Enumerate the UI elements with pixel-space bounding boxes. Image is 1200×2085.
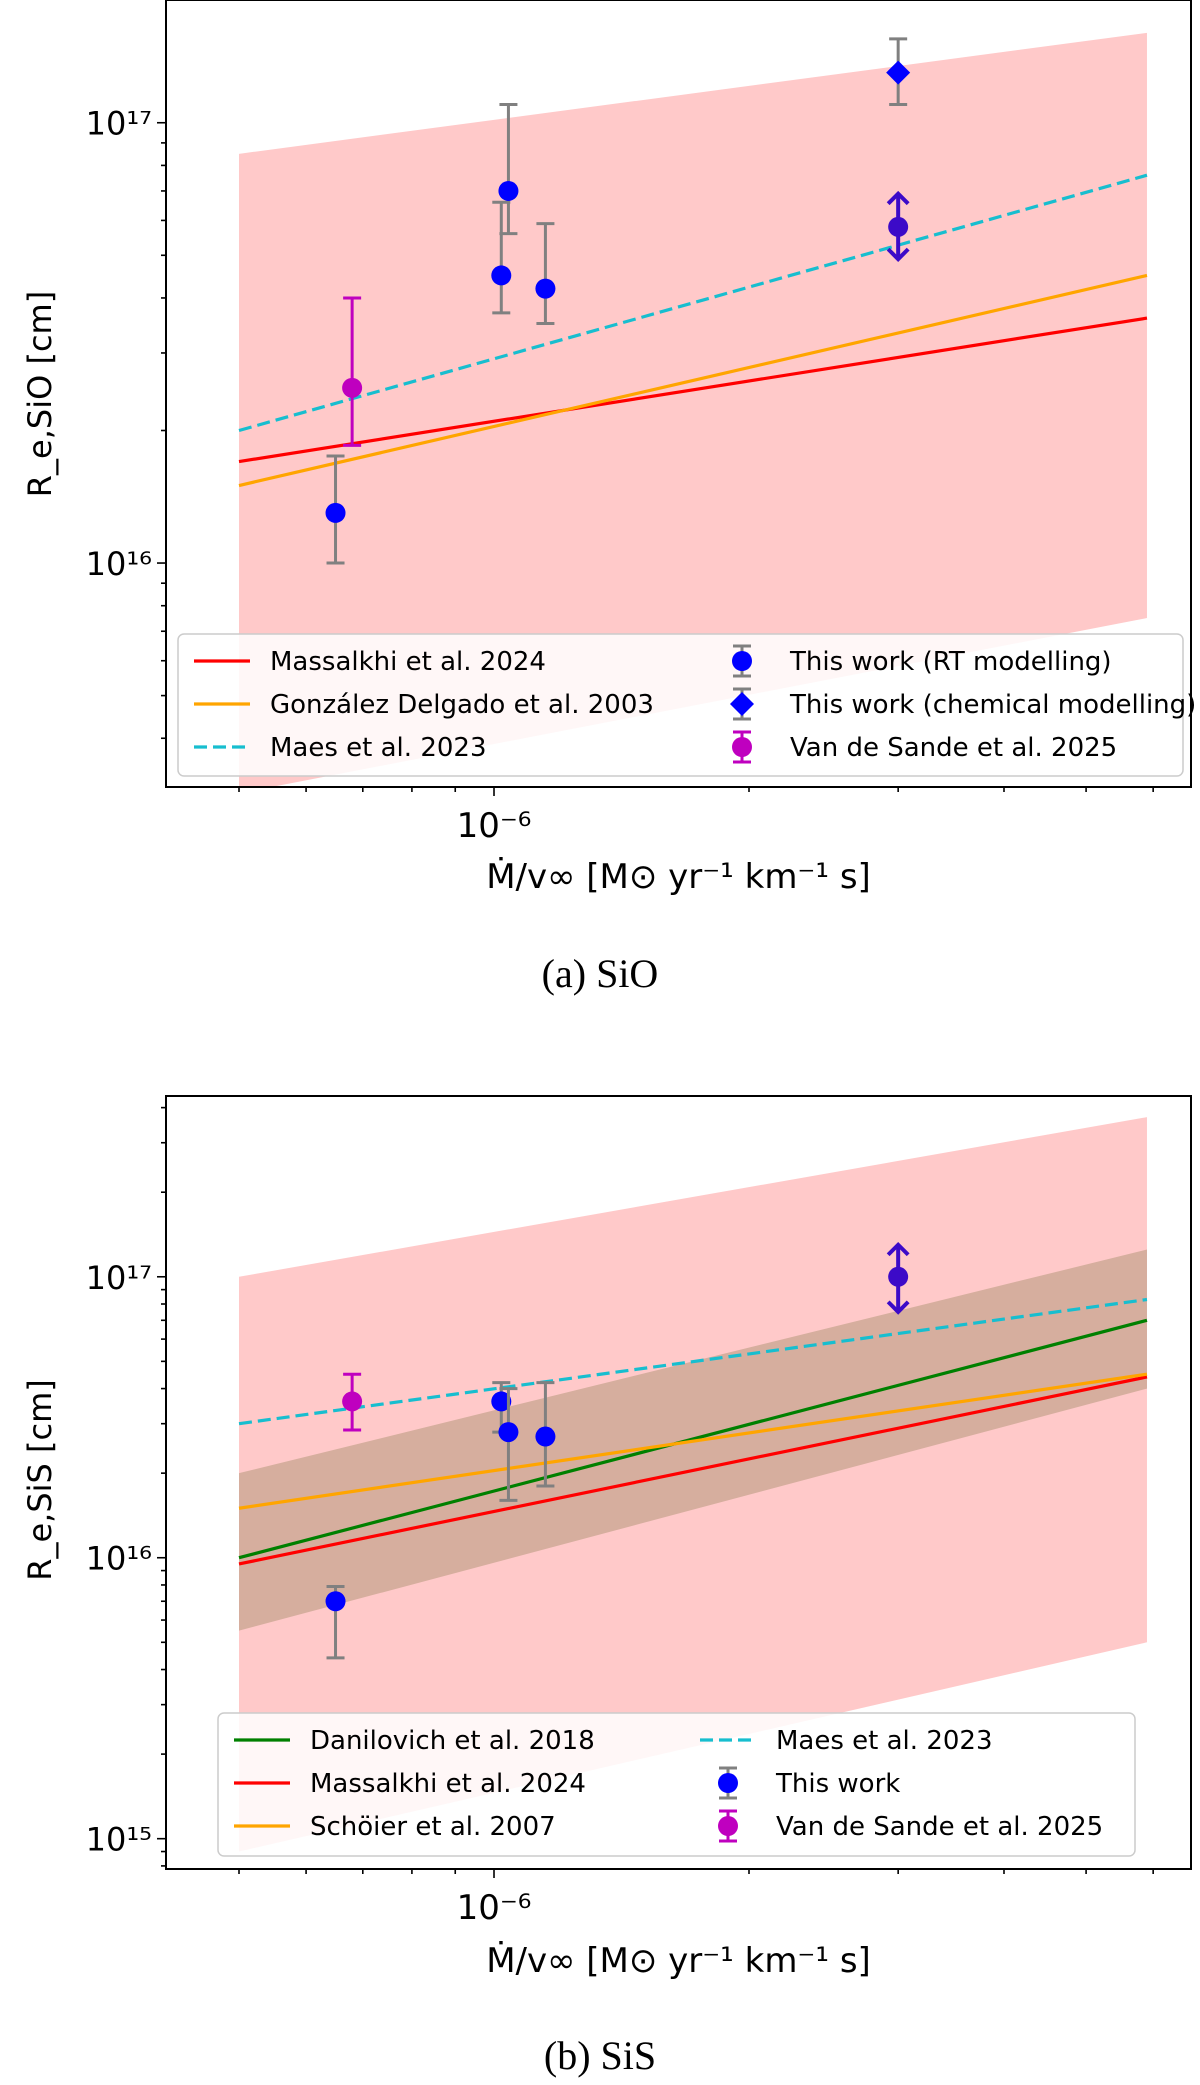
data-point-this-work-rt-modelling-1 (325, 502, 346, 523)
series-line-maes-et-al-2023 (238, 173, 1148, 433)
data-point-this-work-3 (498, 1422, 519, 1443)
plot-series (238, 1241, 1148, 1660)
series-line-gonz-lez-delgado-et-al-2003 (238, 273, 1148, 488)
error-bar-van-de-sande-et-al-2025-1 (343, 296, 362, 447)
y-axis-label: R_e,SiO [cm] (21, 291, 59, 497)
axes-frame (165, 0, 1192, 788)
series-line-maes-et-al-2023 (238, 1297, 1148, 1426)
y-tick-label: 10¹⁷ (86, 1259, 152, 1297)
svg-text:Schöier et al. 2007: Schöier et al. 2007 (310, 1812, 556, 1842)
legend-item-this-work: This work (718, 1766, 900, 1800)
axes-frame (165, 1095, 1192, 1870)
legend-item-this-work-chemical-modelling: This work (chemical modelling) (730, 687, 1196, 721)
data-point-this-work-rt-modelling-4 (535, 278, 556, 299)
data-point-this-work-rt-modelling-3 (498, 180, 519, 201)
y-tick-label: 10¹⁷ (86, 105, 152, 143)
legend-item-van-de-sande-et-al-2025: Van de Sande et al. 2025 (718, 1809, 1103, 1843)
y-tick-label: 10¹⁶ (86, 1540, 152, 1578)
error-bar-this-work-rt-modelling-4 (536, 222, 555, 325)
plot-series (238, 37, 1148, 565)
legend-box (217, 1712, 1136, 1857)
data-point-this-work-1 (325, 1591, 346, 1612)
legend: Danilovich et al. 2018 Massalkhi et al. 2… (217, 1712, 1136, 1857)
legend-item-van-de-sande-et-al-2025: Van de Sande et al. 2025 (732, 730, 1117, 764)
uncertainty-bands (239, 32, 1147, 787)
svg-text:Danilovich et al. 2018: Danilovich et al. 2018 (310, 1726, 595, 1756)
svg-text:This work: This work (775, 1769, 900, 1799)
series-line-sch-ier-et-al-2007 (238, 1372, 1148, 1510)
legend-item-this-work-rt-modelling: This work (RT modelling) (732, 644, 1112, 678)
x-axis-label: Ṁ/v∞ [M⊙ yr⁻¹ km⁻¹ s] (486, 857, 871, 897)
y-tick-label: 10¹⁵ (86, 1821, 152, 1859)
svg-text:Maes et al. 2023: Maes et al. 2023 (776, 1726, 992, 1756)
axis-ticks: 10⁻⁶ 10¹⁵ 10¹⁶ 10¹⁷ (86, 1106, 1154, 1928)
svg-text:Massalkhi et al. 2024: Massalkhi et al. 2024 (270, 647, 546, 677)
svg-text:Van de Sande et al. 2025: Van de Sande et al. 2025 (776, 1812, 1103, 1842)
figure-caption-sis: (b) SiS (543, 2033, 657, 2078)
legend-item-maes-et-al-2023: Maes et al. 2023 (700, 1726, 992, 1756)
data-point-van-de-sande-et-al-2025-1 (342, 377, 363, 398)
chart-panel-sis: 10⁻⁶ 10¹⁵ 10¹⁶ 10¹⁷ Ṁ/v∞ [M⊙ yr⁻¹ km⁻¹ s] R… (21, 1095, 1192, 1981)
data-point-van-de-sande-et-al-2025-1 (342, 1391, 363, 1412)
error-bar-this-work-3 (499, 1387, 518, 1502)
limit-arrow-1 (886, 1241, 910, 1315)
svg-text:Van de Sande et al. 2025: Van de Sande et al. 2025 (790, 733, 1117, 763)
y-axis-label: R_e,SiS [cm] (21, 1379, 59, 1581)
svg-text:González Delgado et al. 2003: González Delgado et al. 2003 (270, 690, 654, 720)
svg-text:This work (chemical modelling): This work (chemical modelling) (789, 690, 1196, 720)
legend-item-sch-ier-et-al-2007: Schöier et al. 2007 (234, 1812, 556, 1842)
chart-panel-sio: 10⁻⁶ 10¹⁶ 10¹⁷ Ṁ/v∞ [M⊙ yr⁻¹ km⁻¹ s] R_e,S… (21, 0, 1196, 897)
svg-text:Maes et al. 2023: Maes et al. 2023 (270, 733, 486, 763)
data-point-this-work-chemical-modelling-1 (886, 60, 911, 85)
axis-ticks: 10⁻⁶ 10¹⁶ 10¹⁷ (86, 105, 1154, 846)
svg-text:This work (RT modelling): This work (RT modelling) (789, 647, 1112, 677)
series-line-massalkhi-et-al-2024 (238, 1375, 1148, 1566)
legend-item-massalkhi-et-al-2024: Massalkhi et al. 2024 (234, 1769, 586, 1799)
limit-arrow-1 (886, 190, 910, 262)
data-point-this-work-2 (491, 1391, 512, 1412)
x-tick-label: 10⁻⁶ (457, 806, 532, 846)
series-line-danilovich-et-al-2018 (238, 1318, 1148, 1560)
legend: Massalkhi et al. 2024 González Delgado et… (177, 633, 1196, 777)
legend-item-danilovich-et-al-2018: Danilovich et al. 2018 (234, 1726, 595, 1756)
series-line-massalkhi-et-al-2024 (238, 316, 1148, 464)
legend-item-gonz-lez-delgado-et-al-2003: González Delgado et al. 2003 (194, 690, 654, 720)
x-axis-label: Ṁ/v∞ [M⊙ yr⁻¹ km⁻¹ s] (486, 1941, 871, 1981)
figure-caption-sio: (a) SiO (541, 951, 659, 996)
svg-text:Massalkhi et al. 2024: Massalkhi et al. 2024 (310, 1769, 586, 1799)
y-tick-label: 10¹⁶ (86, 545, 152, 583)
data-point-this-work-rt-modelling-2 (491, 265, 512, 286)
uncertainty-band-1 (239, 32, 1147, 787)
legend-box (177, 633, 1184, 777)
error-bar-this-work-rt-modelling-3 (499, 103, 518, 236)
legend-item-maes-et-al-2023: Maes et al. 2023 (194, 733, 486, 763)
x-tick-label: 10⁻⁶ (457, 1888, 532, 1928)
data-point-this-work-4 (535, 1426, 556, 1447)
legend-item-massalkhi-et-al-2024: Massalkhi et al. 2024 (194, 647, 546, 677)
